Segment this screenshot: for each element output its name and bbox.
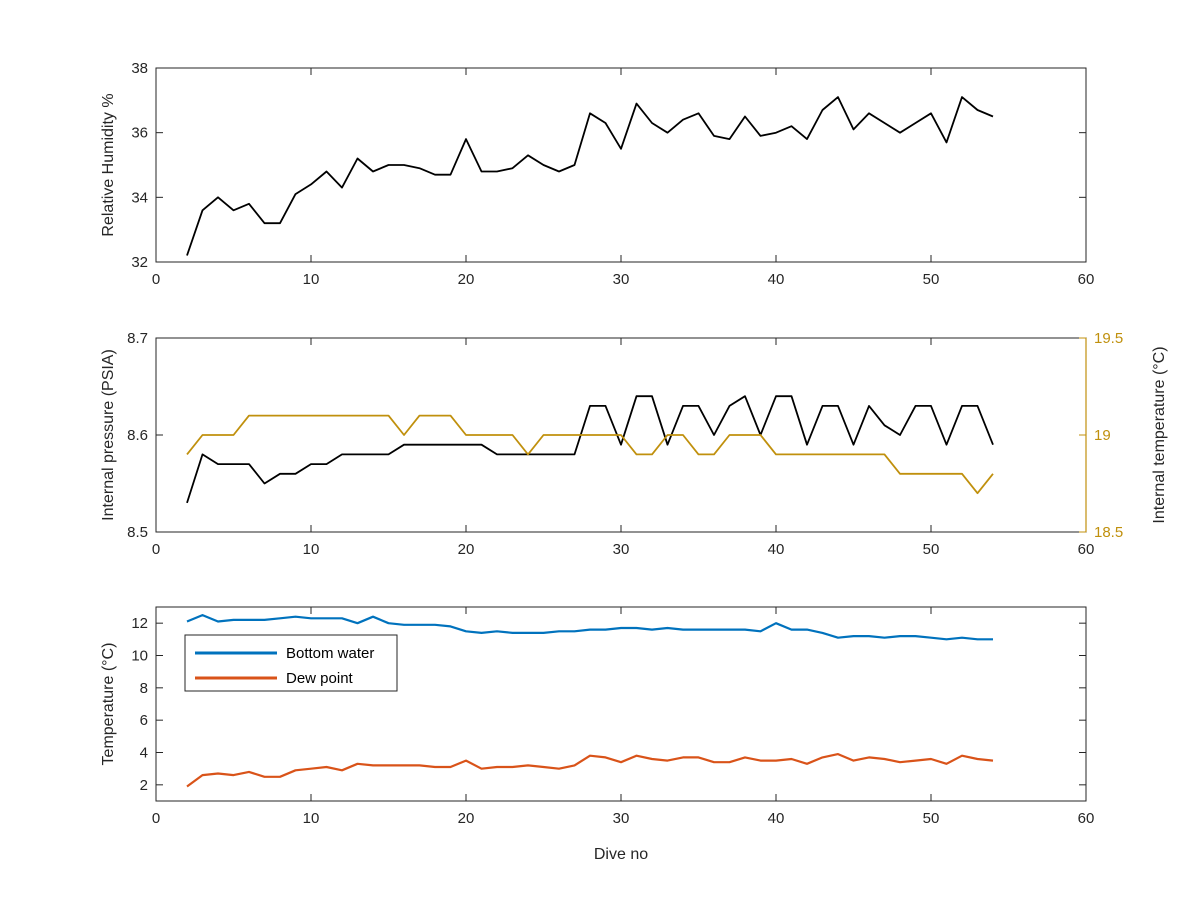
x-tick-label: 0 xyxy=(152,541,160,558)
x-tick-label: 30 xyxy=(613,810,630,827)
x-tick-label: 40 xyxy=(768,271,785,288)
pressure-ticks: 0 10 20 30 40 50 60 8.5 8.6 8.7 18.5 19 19.5 xyxy=(127,330,1123,558)
temperature-ticks: 0 10 20 30 40 50 60 2 4 6 8 10 12 xyxy=(131,607,1094,827)
legend-box xyxy=(184,634,398,692)
x-tick-label: 60 xyxy=(1078,271,1095,288)
humidity-ticks: 0 10 20 30 40 50 60 32 34 36 38 xyxy=(131,60,1094,288)
humidity-panel: 0 10 20 30 40 50 60 32 34 36 38 Relative Humidity … xyxy=(100,60,1094,288)
y-tick-label: 6 xyxy=(140,712,148,729)
legend-label-dew-point: Dew point xyxy=(286,670,354,687)
x-tick-label: 20 xyxy=(458,810,475,827)
temperature-y-axis-label: Temperature (°C) xyxy=(100,643,117,766)
internal-temperature-y-axis-label: Internal temperature (°C) xyxy=(1151,346,1168,523)
y-tick-label: 8.6 xyxy=(127,427,148,444)
y-tick-label: 8 xyxy=(140,680,148,697)
y-tick-label: 10 xyxy=(131,648,148,665)
pressure-series-group xyxy=(186,395,994,504)
x-tick-label: 0 xyxy=(152,810,160,827)
x-tick-label: 60 xyxy=(1078,810,1095,827)
pressure-y-axis-label: Internal pressure (PSIA) xyxy=(100,349,117,521)
series-line-relative-humidity xyxy=(186,96,994,256)
x-tick-label: 50 xyxy=(923,271,940,288)
x-axis-label: Dive no xyxy=(594,846,648,863)
pressure-panel: 0 10 20 30 40 50 60 8.5 8.6 8.7 18.5 19 19.5 Interna… xyxy=(100,330,1168,558)
x-tick-label: 0 xyxy=(152,271,160,288)
x-tick-label: 30 xyxy=(613,541,630,558)
y-tick-label: 34 xyxy=(131,189,148,206)
x-tick-label: 10 xyxy=(303,810,320,827)
right-y-tick-label: 19 xyxy=(1094,427,1111,444)
x-tick-label: 40 xyxy=(768,541,785,558)
y-tick-label: 32 xyxy=(131,254,148,271)
legend-label-bottom-water: Bottom water xyxy=(286,645,374,662)
y-tick-label: 8.5 xyxy=(127,524,148,541)
humidity-y-axis-label: Relative Humidity % xyxy=(100,93,117,236)
x-tick-label: 10 xyxy=(303,271,320,288)
x-tick-label: 50 xyxy=(923,541,940,558)
series-line-dew-point xyxy=(186,752,994,788)
y-tick-label: 12 xyxy=(131,615,148,632)
temperature-series-group xyxy=(186,613,994,788)
legend: Bottom water Dew point xyxy=(184,634,398,692)
x-tick-label: 20 xyxy=(458,271,475,288)
y-tick-label: 4 xyxy=(140,745,148,762)
x-tick-label: 10 xyxy=(303,541,320,558)
series-line-bottom-water xyxy=(186,613,993,641)
y-tick-label: 8.7 xyxy=(127,330,148,347)
x-tick-label: 40 xyxy=(768,810,785,827)
series-line-internal-pressure-psia xyxy=(186,395,994,504)
x-tick-label: 30 xyxy=(613,271,630,288)
right-y-tick-label: 18.5 xyxy=(1094,524,1123,541)
humidity-series-group xyxy=(186,96,994,256)
temperature-panel: 0 10 20 30 40 50 60 2 4 6 8 10 12 Temperature (°C) D… xyxy=(100,606,1094,863)
y-tick-label: 36 xyxy=(131,125,148,142)
y-tick-label: 2 xyxy=(140,777,148,794)
right-y-tick-label: 19.5 xyxy=(1094,330,1123,347)
x-tick-label: 50 xyxy=(923,810,940,827)
x-tick-label: 20 xyxy=(458,541,475,558)
humidity-plot-area xyxy=(155,67,1087,263)
x-tick-label: 60 xyxy=(1078,541,1095,558)
y-tick-label: 38 xyxy=(131,60,148,77)
series-line-internal-temperature xyxy=(186,414,994,495)
